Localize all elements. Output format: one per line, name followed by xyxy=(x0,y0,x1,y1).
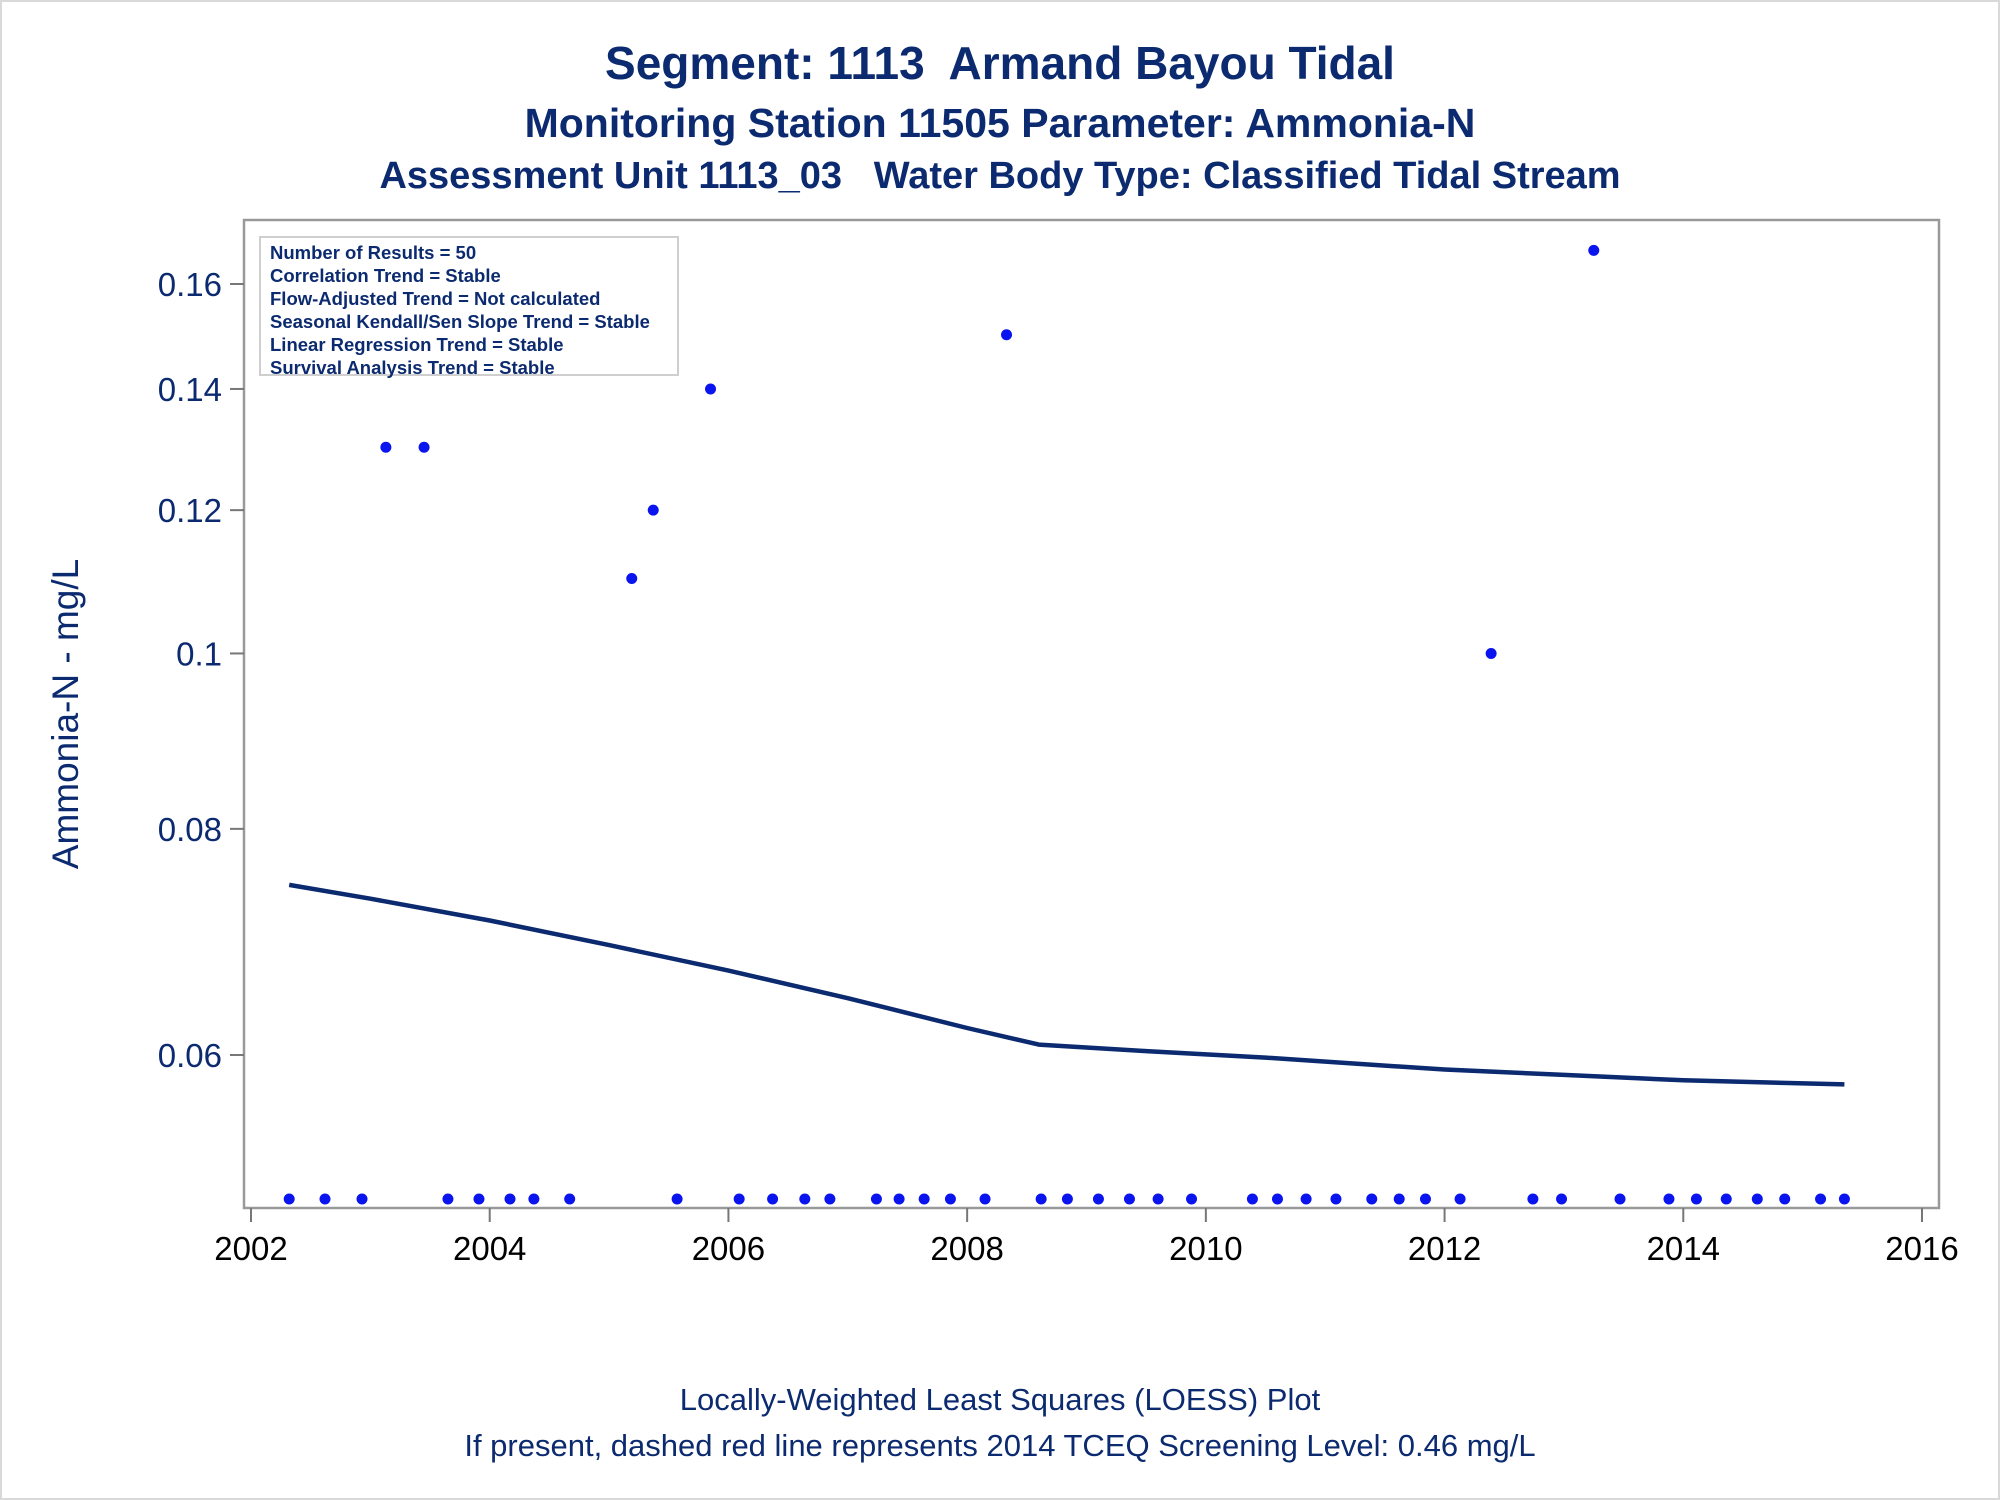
data-point xyxy=(1001,329,1013,341)
footer-plot-type: Locally-Weighted Least Squares (LOESS) P… xyxy=(679,1382,1321,1417)
x-tick-label: 2016 xyxy=(1885,1230,1958,1267)
stat-linear-regression-trend: Linear Regression Trend = Stable xyxy=(270,334,564,355)
data-point xyxy=(944,1193,956,1205)
data-point xyxy=(380,441,392,453)
x-tick-label: 2010 xyxy=(1169,1230,1242,1267)
data-point xyxy=(893,1193,905,1205)
data-point xyxy=(1271,1193,1283,1205)
data-point xyxy=(528,1193,540,1205)
data-point xyxy=(1366,1193,1378,1205)
data-point xyxy=(1751,1193,1763,1205)
x-tick-label: 2006 xyxy=(692,1230,765,1267)
data-point xyxy=(1393,1193,1405,1205)
data-point xyxy=(799,1193,811,1205)
data-point xyxy=(767,1193,779,1205)
data-point xyxy=(1419,1193,1431,1205)
data-point xyxy=(1246,1193,1258,1205)
stat-survival-analysis-trend: Survival Analysis Trend = Stable xyxy=(270,357,555,378)
y-tick-label: 0.08 xyxy=(158,811,222,848)
plot-frame xyxy=(242,218,1941,1210)
data-point xyxy=(564,1193,576,1205)
chart-subtitle-station: Monitoring Station 11505 Parameter: Ammo… xyxy=(524,100,1476,146)
data-point xyxy=(1485,647,1497,659)
data-point xyxy=(1061,1193,1073,1205)
y-tick-label: 0.1 xyxy=(176,635,222,672)
chart-title: Segment: 1113 Armand Bayou Tidal xyxy=(605,37,1395,89)
data-point xyxy=(442,1193,454,1205)
data-point xyxy=(1035,1193,1047,1205)
data-point xyxy=(705,383,717,395)
data-point xyxy=(626,573,638,585)
data-point xyxy=(1152,1193,1164,1205)
data-point xyxy=(1123,1193,1135,1205)
data-point xyxy=(356,1193,368,1205)
data-point xyxy=(1588,244,1600,256)
x-tick-label: 2012 xyxy=(1408,1230,1481,1267)
trend-stats-box: Number of Results = 50 Correlation Trend… xyxy=(259,236,679,378)
data-point xyxy=(1815,1193,1827,1205)
stat-seasonal-kendall-trend: Seasonal Kendall/Sen Slope Trend = Stabl… xyxy=(270,311,650,332)
data-point xyxy=(1556,1193,1568,1205)
footer-screening-note: If present, dashed red line represents 2… xyxy=(464,1428,1536,1463)
data-point xyxy=(733,1193,745,1205)
y-tick-label: 0.16 xyxy=(158,266,222,303)
x-tick-label: 2004 xyxy=(453,1230,526,1267)
data-point xyxy=(1330,1193,1342,1205)
data-point xyxy=(1527,1193,1539,1205)
stat-correlation-trend: Correlation Trend = Stable xyxy=(270,265,501,286)
y-axis-label: Ammonia-N - mg/L xyxy=(45,559,86,869)
y-tick-label: 0.12 xyxy=(158,492,222,529)
data-point xyxy=(1663,1193,1675,1205)
data-point xyxy=(473,1193,485,1205)
data-point xyxy=(1454,1193,1466,1205)
data-point xyxy=(319,1193,331,1205)
data-point xyxy=(1186,1193,1198,1205)
stat-flow-adjusted-trend: Flow-Adjusted Trend = Not calculated xyxy=(270,288,601,309)
data-point xyxy=(824,1193,836,1205)
data-point xyxy=(979,1193,991,1205)
data-point xyxy=(918,1193,930,1205)
data-point xyxy=(1614,1193,1626,1205)
data-point xyxy=(283,1193,295,1205)
data-point xyxy=(1720,1193,1732,1205)
y-tick-label: 0.14 xyxy=(158,371,222,408)
loess-line xyxy=(288,882,1845,1087)
data-point xyxy=(647,504,659,516)
data-point xyxy=(504,1193,516,1205)
data-point xyxy=(1300,1193,1312,1205)
x-tick-label: 2014 xyxy=(1647,1230,1720,1267)
data-point xyxy=(671,1193,683,1205)
y-tick-label: 0.06 xyxy=(158,1037,222,1074)
data-point xyxy=(1838,1193,1850,1205)
data-point xyxy=(418,441,430,453)
stat-number-of-results: Number of Results = 50 xyxy=(270,242,477,263)
chart-subtitle-assessment-unit: Assessment Unit 1113_03 Water Body Type:… xyxy=(379,155,1621,197)
data-point xyxy=(1779,1193,1791,1205)
x-tick-label: 2008 xyxy=(930,1230,1003,1267)
data-point xyxy=(1092,1193,1104,1205)
data-point xyxy=(870,1193,882,1205)
data-point xyxy=(1690,1193,1702,1205)
x-tick-label: 2002 xyxy=(214,1230,287,1267)
